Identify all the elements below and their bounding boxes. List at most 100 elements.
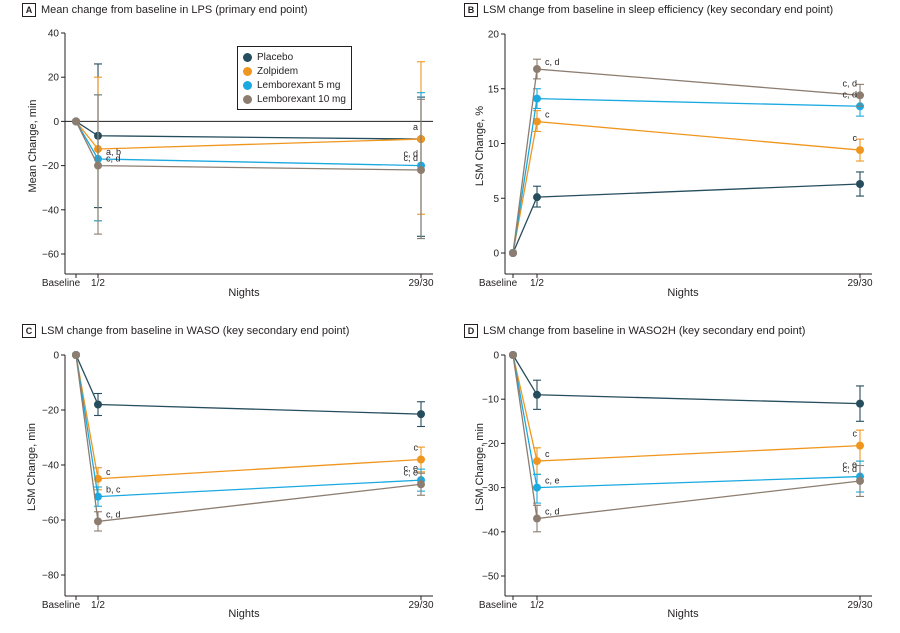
x-tick-label: 1/2 <box>91 278 105 289</box>
data-point <box>856 91 864 100</box>
y-tick-label: −30 <box>482 483 499 494</box>
y-axis-title: Mean Change, min <box>27 99 39 193</box>
annotation: c <box>414 443 419 453</box>
x-tick-label: 29/30 <box>408 600 433 611</box>
series-line <box>512 97 861 254</box>
data-point <box>417 480 425 489</box>
panel-title-text: LSM change from baseline in sleep effici… <box>483 4 834 16</box>
series-lemborexant-5-mg <box>72 351 425 507</box>
y-axis-title: LSM Change, % <box>474 105 486 187</box>
panel-title: A Mean change from baseline in LPS (prim… <box>22 3 308 17</box>
x-axis-title: Nights <box>667 608 699 620</box>
y-tick-label: 5 <box>493 194 499 205</box>
annotation: c, d <box>545 507 560 517</box>
annotation: a <box>413 122 418 132</box>
y-tick-label: 20 <box>48 73 60 84</box>
series-line <box>75 121 422 167</box>
annotation: a, b <box>106 147 121 157</box>
legend-marker <box>243 66 252 76</box>
data-point <box>856 180 864 189</box>
legend-label: Lemborexant 10 mg <box>257 93 346 105</box>
series-zolpidem <box>72 351 425 491</box>
annotation: c, e <box>545 476 560 486</box>
series-line <box>75 354 422 523</box>
data-point <box>94 517 102 526</box>
x-axis-title: Nights <box>228 608 260 620</box>
y-axis-title: LSM Change, min <box>26 422 38 512</box>
legend-label: Placebo <box>257 51 294 63</box>
data-point <box>533 390 541 399</box>
annotation: c <box>545 449 550 459</box>
x-tick-label: 1/2 <box>530 278 544 289</box>
data-point <box>856 146 864 155</box>
series-zolpidem <box>509 110 864 257</box>
x-tick-label: 29/30 <box>408 278 433 289</box>
legend-label: Zolpidem <box>257 65 299 77</box>
series-placebo <box>509 171 864 257</box>
x-tick-label: Baseline <box>479 278 518 289</box>
series-line <box>512 183 861 254</box>
data-point <box>533 457 541 466</box>
annotation: c, d <box>842 78 857 88</box>
series-lemborexant-10-mg <box>72 94 425 240</box>
y-tick-label: −40 <box>42 461 59 472</box>
data-point <box>533 514 541 523</box>
data-point <box>533 94 541 103</box>
annotation: c, d <box>842 464 857 474</box>
annotation: c, e <box>403 467 418 477</box>
panel-title-text: LSM change from baseline in WASO2H (key … <box>483 325 806 337</box>
y-tick-label: −40 <box>42 205 59 216</box>
y-tick-label: −20 <box>42 161 59 172</box>
series-placebo <box>72 351 425 428</box>
series-lemborexant-5-mg <box>509 88 864 257</box>
series-zolpidem <box>509 351 864 475</box>
series-lemborexant-10-mg <box>509 351 864 533</box>
legend: Placebo Zolpidem Lemborexant 5 mg Lembor… <box>237 46 352 110</box>
y-tick-label: 0 <box>53 117 59 128</box>
x-tick-label: 1/2 <box>530 600 544 611</box>
annotation: c, d <box>842 89 857 99</box>
panel-title-text: LSM change from baseline in WASO (key se… <box>41 325 350 337</box>
annotation: c, d <box>403 153 418 163</box>
data-point <box>94 161 102 170</box>
data-point <box>856 476 864 485</box>
data-point <box>509 249 517 257</box>
y-tick-label: −80 <box>42 571 59 582</box>
legend-item-lemborexant-10mg: Lemborexant 10 mg <box>243 92 346 106</box>
legend-item-lemborexant-5mg: Lemborexant 5 mg <box>243 78 346 92</box>
annotation: c, d <box>106 154 121 164</box>
legend-marker <box>243 52 252 62</box>
series-line <box>512 120 861 254</box>
series-line <box>512 354 861 462</box>
data-point <box>533 483 541 492</box>
x-axis-title: Nights <box>667 287 699 299</box>
annotation: c, e <box>842 460 857 470</box>
data-point <box>417 410 425 419</box>
panel-a: A Mean change from baseline in LPS (prim… <box>0 0 450 312</box>
panel-title: D LSM change from baseline in WASO2H (ke… <box>464 324 805 338</box>
series-line <box>512 68 861 254</box>
series-line <box>75 120 422 140</box>
series-line <box>75 354 422 498</box>
data-point <box>509 351 517 359</box>
annotation: c <box>853 133 858 143</box>
y-tick-label: 10 <box>488 139 500 150</box>
annotation: c, d <box>106 509 121 519</box>
data-point <box>856 441 864 450</box>
series-lemborexant-10-mg <box>72 351 425 532</box>
legend-item-zolpidem: Zolpidem <box>243 64 346 78</box>
data-point <box>533 117 541 126</box>
data-point <box>94 400 102 409</box>
series-placebo <box>509 351 864 422</box>
series-line <box>512 354 861 405</box>
annotation: c, e <box>403 463 418 473</box>
panel-badge: C <box>22 324 36 338</box>
x-tick-label: 1/2 <box>91 600 105 611</box>
data-point <box>72 351 80 359</box>
y-tick-label: −50 <box>482 572 499 583</box>
y-tick-label: 0 <box>53 351 59 362</box>
